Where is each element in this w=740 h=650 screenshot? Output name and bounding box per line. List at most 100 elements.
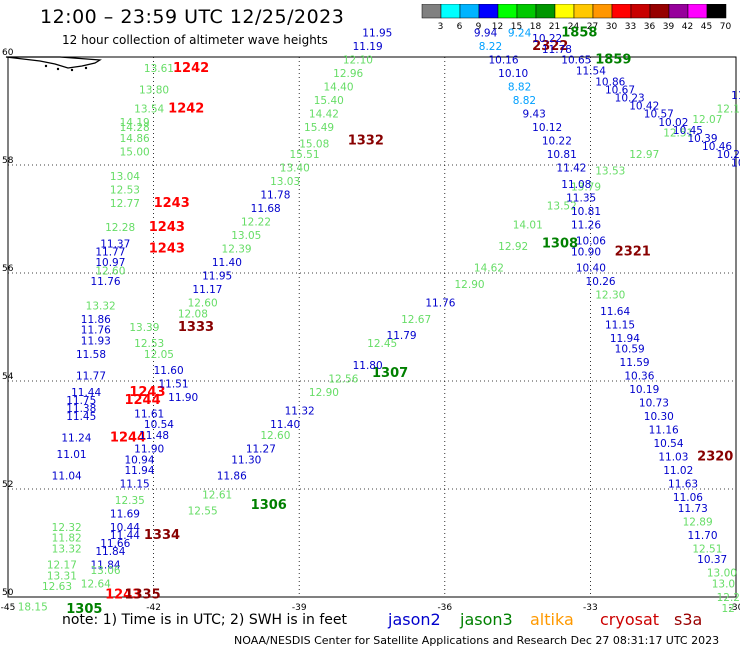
wave-height-label: 14.28 — [120, 122, 150, 134]
pass-time-label: 1244 — [110, 431, 146, 446]
wave-height-label: 11.80 — [353, 360, 383, 372]
wave-height-label: 11.69 — [110, 508, 140, 520]
wave-height-label: 11.58 — [76, 349, 106, 361]
wave-height-label: 13.79 — [571, 182, 601, 194]
wave-height-label: 12.05 — [144, 349, 174, 361]
y-tick-label: 54 — [2, 372, 14, 382]
wave-height-label: 11.84 — [91, 560, 121, 572]
wave-height-label: 13.0 — [712, 579, 735, 591]
plot-frame — [7, 56, 737, 598]
wave-height-label: 12.28 — [105, 222, 135, 234]
legend-note: note: 1) Time is in UTC; 2) SWH is in fe… — [62, 612, 348, 628]
pass-time-label: 1244 — [124, 393, 160, 408]
wave-height-label: 11.44 — [110, 530, 140, 542]
wave-height-label: 10.54 — [144, 419, 174, 431]
wave-height-label: 18.15 — [18, 602, 48, 614]
wave-height-label: 11.44 — [71, 387, 101, 399]
pass-time-label: 2321 — [615, 244, 651, 259]
wave-height-label: 10.36 — [624, 371, 654, 383]
wave-height-label: 12.97 — [629, 149, 659, 161]
wave-height-label: 11.32 — [285, 406, 315, 418]
chart-subtitle: 12 hour collection of altimeter wave hei… — [62, 33, 328, 47]
wave-height-label: 11.66 — [100, 538, 130, 550]
wave-height-label: 10.59 — [615, 344, 645, 356]
wave-height-label: 11.17 — [192, 284, 222, 296]
wave-height-label: 10.30 — [644, 411, 674, 423]
pass-time-label: 2322 — [532, 39, 568, 54]
pass-time-label: 2320 — [697, 450, 733, 465]
wave-height-label: 13.05 — [231, 230, 261, 242]
wave-height-label: 14.40 — [323, 82, 353, 94]
wave-height-label: 11.30 — [231, 454, 261, 466]
wave-height-label: 12.63 — [42, 581, 72, 593]
wave-height-label: 13.31 — [47, 570, 77, 582]
wave-height-label: 11.94 — [124, 465, 154, 477]
wave-height-label: 12.55 — [188, 506, 218, 518]
wave-height-label: 12.64 — [81, 579, 111, 591]
scale-label: 45 — [701, 22, 712, 32]
wave-height-label: 12.39 — [222, 244, 252, 256]
wave-height-label: 10.06 — [576, 236, 606, 248]
pass-time-label: 1334 — [144, 528, 180, 543]
wave-height-label: 11.93 — [81, 336, 111, 348]
wave-height-label: 11.95 — [202, 271, 232, 283]
wave-height-label: 15.40 — [314, 95, 344, 107]
scale-label: 27 — [587, 22, 598, 32]
pass-time-label: 1307 — [372, 366, 408, 381]
wave-height-label: 12 — [721, 603, 734, 615]
wave-height-label: 14.86 — [120, 133, 150, 145]
wave-height-label: 11.78 — [542, 44, 572, 56]
pass-time-label: 1335 — [124, 587, 160, 602]
wave-height-label: 11.27 — [246, 444, 276, 456]
coastline-shape — [5, 56, 102, 72]
wave-height-label: 11.01 — [57, 449, 87, 461]
legend-jason3: jason3 — [460, 610, 513, 629]
pass-time-label: 1243 — [149, 220, 185, 235]
legend-altika: altika — [530, 610, 574, 629]
wave-height-label: 10.25 — [717, 149, 740, 161]
wave-height-label: 11.76 — [81, 325, 111, 337]
wave-height-label: 13.80 — [139, 84, 169, 96]
wave-height-label: 12.51 — [692, 543, 722, 555]
wave-height-label: 11.73 — [678, 503, 708, 515]
wave-height-label: 11.68 — [251, 203, 281, 215]
wave-height-label: 9.94 — [474, 28, 498, 40]
wave-height-label: 11.86 — [81, 314, 111, 326]
wave-height-label: 10.97 — [95, 257, 125, 269]
wave-height-label: 11.61 — [134, 408, 164, 420]
wave-height-label: 12.60 — [260, 430, 290, 442]
wave-height-label: 11.48 — [139, 430, 169, 442]
wave-height-label: 10.45 — [673, 125, 703, 137]
wave-height-label: 10.44 — [110, 522, 140, 534]
scale-label: 21 — [549, 22, 560, 32]
wave-height-label: 11.40 — [270, 419, 300, 431]
wave-height-label: 12.32 — [52, 522, 82, 534]
wave-height-label: 13.06 — [91, 565, 121, 577]
wave-height-label: 12.17 — [47, 560, 77, 572]
wave-height-label: 14.62 — [474, 263, 504, 275]
wave-height-label: 13.40 — [280, 163, 310, 175]
wave-height-label: 11.94 — [610, 333, 640, 345]
wave-height-label: 12.67 — [401, 314, 431, 326]
wave-height-label: 11.82 — [52, 533, 82, 545]
wave-height-label: 12.10 — [343, 55, 373, 67]
wave-height-label: 9.24 — [508, 28, 532, 40]
wave-height-label: 8.82 — [513, 95, 536, 107]
wave-height-label: 11.90 — [134, 444, 164, 456]
wave-height-label: 10.54 — [653, 438, 683, 450]
wave-height-label: 11.06 — [673, 492, 703, 504]
wave-height-label: 12.53 — [110, 184, 140, 196]
wave-height-label: 11.35 — [566, 192, 596, 204]
wave-height-label: 10.10 — [498, 68, 528, 80]
wave-height-label: 12.19 — [717, 103, 740, 115]
pass-time-label: 1306 — [251, 498, 287, 513]
scale-label: 6 — [457, 22, 463, 32]
wave-height-label: 10.22 — [532, 33, 562, 45]
wave-height-label: 10.22 — [542, 136, 572, 148]
wave-height-label: 11.02 — [663, 465, 693, 477]
wave-height-label: 9.43 — [522, 109, 545, 121]
wave-height-label: 13.52 — [547, 201, 577, 213]
wave-height-label: 13.54 — [134, 103, 164, 115]
